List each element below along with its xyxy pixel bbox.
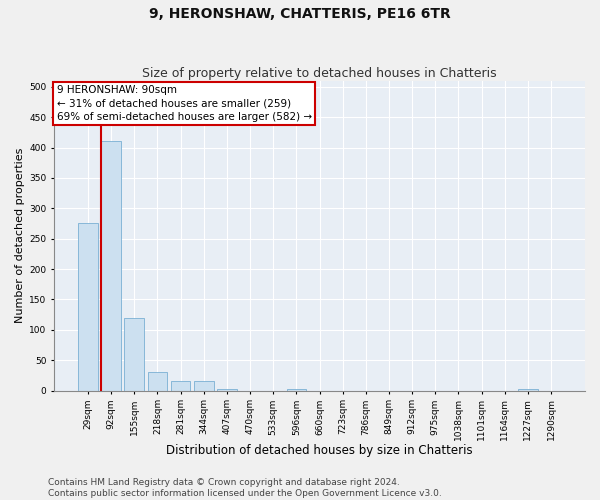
Bar [78,224,98,390]
Y-axis label: Number of detached properties: Number of detached properties [15,148,25,324]
Title: Size of property relative to detached houses in Chatteris: Size of property relative to detached ho… [142,66,497,80]
Bar [124,318,144,390]
Bar [148,372,167,390]
Bar [287,388,306,390]
Bar [194,382,214,390]
Text: Contains HM Land Registry data © Crown copyright and database right 2024.
Contai: Contains HM Land Registry data © Crown c… [48,478,442,498]
Text: 9 HERONSHAW: 90sqm
← 31% of detached houses are smaller (259)
69% of semi-detach: 9 HERONSHAW: 90sqm ← 31% of detached hou… [57,86,312,122]
Bar [101,142,121,390]
Text: 9, HERONSHAW, CHATTERIS, PE16 6TR: 9, HERONSHAW, CHATTERIS, PE16 6TR [149,8,451,22]
X-axis label: Distribution of detached houses by size in Chatteris: Distribution of detached houses by size … [166,444,473,458]
Bar [171,382,190,390]
